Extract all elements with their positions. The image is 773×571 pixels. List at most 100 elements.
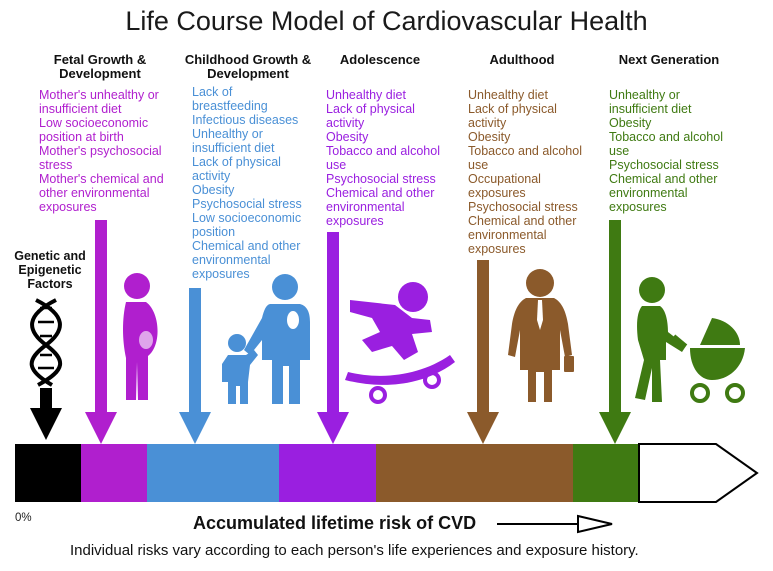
risk-item: stress <box>39 158 73 172</box>
risk-item: Mother's chemical and <box>39 172 164 186</box>
risk-item: environmental <box>609 186 688 200</box>
risk-item: Lack of physical <box>192 155 281 169</box>
risk-item: activity <box>468 116 507 130</box>
arrow-adulthood <box>467 260 499 444</box>
arrow-adolescence <box>317 232 349 444</box>
stage-title-line: Development <box>59 66 141 81</box>
risk-item: Psychosocial stress <box>326 172 436 186</box>
stage-title-next-generation: Next Generation <box>604 53 734 67</box>
risk-item: Unhealthy diet <box>468 88 548 102</box>
risk-item: activity <box>192 169 231 183</box>
risk-item: Lack of physical <box>468 102 557 116</box>
risk-item: Tobacco and alcohol <box>609 130 723 144</box>
risk-item: Occupational <box>468 172 541 186</box>
bar-segment-childhood <box>147 444 279 502</box>
risk-item: activity <box>326 116 365 130</box>
risk-item: exposures <box>326 214 384 228</box>
risk-list-adolescence: Unhealthy diet Lack of physical activity Ob… <box>326 88 440 228</box>
risk-item: environmental <box>468 228 547 242</box>
risk-item: Obesity <box>468 130 511 144</box>
risk-item: Obesity <box>609 116 652 130</box>
risk-item: position at birth <box>39 130 124 144</box>
risk-item: insufficient diet <box>609 102 692 116</box>
bar-segment-adulthood <box>376 444 573 502</box>
stage-title-adolescence: Adolescence <box>320 53 440 67</box>
risk-list-childhood: Lack of breastfeeding Infectious diseases U… <box>192 85 302 281</box>
pregnant-woman-icon <box>123 273 158 400</box>
axis-arrow <box>497 514 613 534</box>
genetic-title-line: Epigenetic <box>18 263 82 277</box>
risk-list-fetal: Mother's unhealthy or insufficient diet Lo… <box>39 88 164 214</box>
arrow-fetal <box>85 220 117 444</box>
risk-item: exposures <box>39 200 97 214</box>
risk-item: Lack of physical <box>326 102 415 116</box>
stage-title-line: Fetal Growth & <box>53 52 147 67</box>
arrow-childhood <box>179 288 211 444</box>
stage-title-adulthood: Adulthood <box>462 53 582 67</box>
stage-title-childhood: Childhood Growth & Development <box>178 53 318 81</box>
risk-list-adulthood: Unhealthy diet Lack of physical activity Ob… <box>468 88 582 256</box>
arrow-genetic <box>30 388 62 440</box>
risk-item: Lack of <box>192 85 233 99</box>
risk-item: exposures <box>609 200 667 214</box>
bar-segment-next-generation <box>573 444 639 502</box>
risk-item: Unhealthy or <box>192 127 263 141</box>
risk-item: position <box>192 225 236 239</box>
risk-item: environmental <box>192 253 271 267</box>
risk-item: Psychosocial stress <box>609 158 719 172</box>
risk-item: insufficient diet <box>192 141 275 155</box>
risk-item: Psychosocial stress <box>192 197 302 211</box>
risk-item: Psychosocial stress <box>468 200 578 214</box>
risk-item: Low socioeconomic <box>39 116 149 130</box>
stage-title-line: Adolescence <box>339 52 421 67</box>
risk-item: Chemical and other <box>192 239 301 253</box>
stage-title-line: Development <box>207 66 289 81</box>
bar-segment-adolescence <box>279 444 376 502</box>
axis-label: Accumulated lifetime risk of CVD <box>193 513 477 533</box>
risk-list-next-generation: Unhealthy or insufficient diet Obesity Toba… <box>609 88 723 214</box>
risk-item: Obesity <box>326 130 369 144</box>
risk-item: Low socioeconomic <box>192 211 302 225</box>
risk-item: Mother's unhealthy or <box>39 88 159 102</box>
risk-item: environmental <box>326 200 405 214</box>
businesswoman-icon <box>508 269 574 402</box>
footnote: Individual risks vary according to each … <box>70 542 639 559</box>
risk-item: Chemical and other <box>468 214 577 228</box>
bar-segment-genetic <box>15 444 81 502</box>
bar-segment-arrowhead <box>638 443 759 503</box>
genetic-factors-title: Genetic and Epigenetic Factors <box>4 249 96 291</box>
risk-item: exposures <box>192 267 250 281</box>
risk-item: other environmental <box>39 186 150 200</box>
risk-item: Mother's psychosocial <box>39 144 162 158</box>
dna-helix-icon <box>29 298 63 387</box>
risk-item: Unhealthy or <box>609 88 680 102</box>
stage-title-fetal: Fetal Growth & Development <box>40 53 160 81</box>
risk-item: breastfeeding <box>192 99 268 113</box>
risk-item: exposures <box>468 242 526 256</box>
arrow-next-generation <box>599 220 631 444</box>
risk-item: Tobacco and alcohol <box>468 144 582 158</box>
parent-and-child-icon <box>222 274 310 404</box>
risk-item: Tobacco and alcohol <box>326 144 440 158</box>
genetic-title-line: Genetic and <box>14 249 86 263</box>
stage-title-line: Next Generation <box>618 52 720 67</box>
page-title: Life Course Model of Cardiovascular Heal… <box>125 6 648 36</box>
risk-item: Infectious diseases <box>192 113 299 127</box>
risk-start-label: 0% <box>15 512 32 524</box>
risk-item: Obesity <box>192 183 235 197</box>
risk-item: insufficient diet <box>39 102 122 116</box>
risk-item: use <box>326 158 347 172</box>
risk-item: use <box>468 158 489 172</box>
timeline-bar <box>15 443 759 503</box>
stage-title-line: Adulthood <box>489 52 555 67</box>
stage-title-line: Childhood Growth & <box>184 52 312 67</box>
genetic-title-line: Factors <box>27 277 73 291</box>
bar-segment-fetal <box>81 444 147 502</box>
risk-item: Chemical and other <box>326 186 435 200</box>
risk-item: use <box>609 144 630 158</box>
skateboarder-icon <box>345 282 455 404</box>
risk-item: Chemical and other <box>609 172 718 186</box>
risk-item: exposures <box>468 186 526 200</box>
parent-with-stroller-icon <box>635 277 745 403</box>
